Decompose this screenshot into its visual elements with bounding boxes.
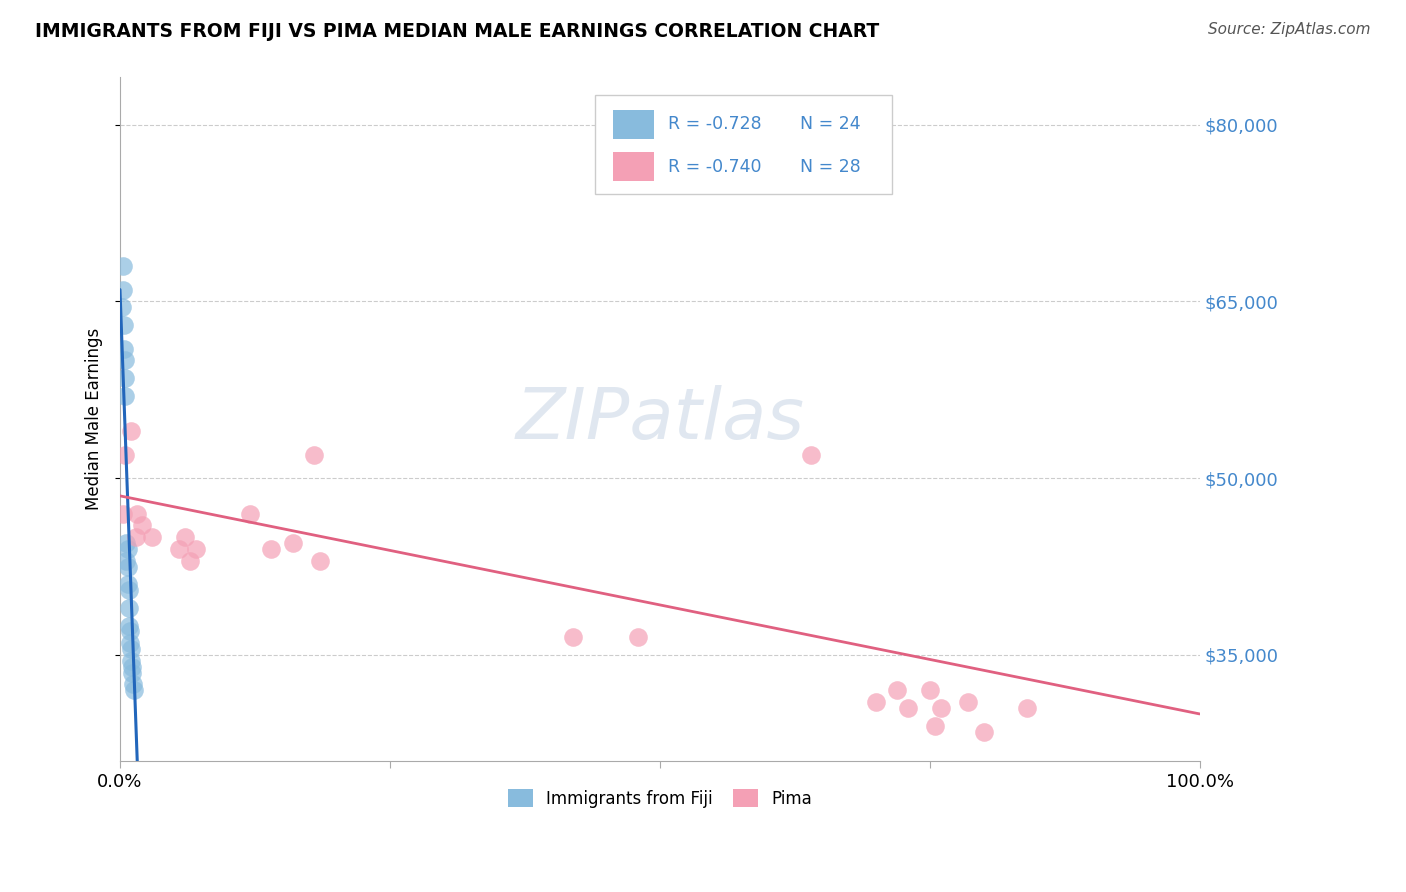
- Point: [562, 630, 585, 644]
- Text: IMMIGRANTS FROM FIJI VS PIMA MEDIAN MALE EARNINGS CORRELATION CHART: IMMIGRANTS FROM FIJI VS PIMA MEDIAN MALE…: [35, 22, 879, 41]
- Point: [924, 719, 946, 733]
- Point: [117, 583, 139, 598]
- Point: [117, 577, 139, 591]
- Text: ZIPatlas: ZIPatlas: [516, 384, 804, 454]
- Point: [897, 701, 920, 715]
- Point: [121, 665, 143, 680]
- Text: R = -0.740: R = -0.740: [668, 158, 762, 176]
- Point: [112, 259, 135, 273]
- Point: [956, 695, 979, 709]
- Point: [122, 677, 145, 691]
- Point: [121, 660, 143, 674]
- Point: [112, 342, 135, 356]
- Point: [260, 541, 283, 556]
- Point: [141, 530, 163, 544]
- Point: [238, 507, 260, 521]
- Point: [114, 353, 136, 368]
- Point: [117, 541, 139, 556]
- Point: [1015, 701, 1038, 715]
- Point: [120, 424, 142, 438]
- Point: [117, 559, 139, 574]
- Point: [125, 530, 148, 544]
- Text: N = 28: N = 28: [800, 158, 860, 176]
- Point: [114, 389, 136, 403]
- Point: [131, 518, 153, 533]
- Point: [308, 554, 330, 568]
- Point: [114, 371, 136, 385]
- Point: [114, 448, 136, 462]
- Point: [111, 300, 134, 314]
- Point: [118, 636, 141, 650]
- Point: [127, 507, 149, 521]
- Point: [627, 630, 650, 644]
- Text: R = -0.728: R = -0.728: [668, 115, 762, 133]
- Point: [929, 701, 952, 715]
- Point: [800, 448, 823, 462]
- Point: [122, 683, 145, 698]
- FancyBboxPatch shape: [613, 153, 654, 181]
- Point: [173, 530, 195, 544]
- FancyBboxPatch shape: [613, 110, 654, 138]
- Point: [115, 554, 138, 568]
- Y-axis label: Median Male Earnings: Median Male Earnings: [86, 328, 103, 510]
- Point: [918, 683, 941, 698]
- Point: [115, 536, 138, 550]
- Point: [169, 541, 191, 556]
- Point: [184, 541, 207, 556]
- Point: [112, 507, 135, 521]
- Point: [281, 536, 304, 550]
- FancyBboxPatch shape: [595, 95, 891, 194]
- Point: [865, 695, 887, 709]
- Point: [118, 624, 141, 639]
- Text: Source: ZipAtlas.com: Source: ZipAtlas.com: [1208, 22, 1371, 37]
- Point: [304, 448, 326, 462]
- Point: [179, 554, 201, 568]
- Point: [973, 724, 995, 739]
- Point: [886, 683, 908, 698]
- Legend: Immigrants from Fiji, Pima: Immigrants from Fiji, Pima: [501, 783, 818, 814]
- Point: [112, 318, 135, 332]
- Point: [112, 283, 135, 297]
- Point: [120, 642, 142, 657]
- Point: [117, 618, 139, 632]
- Point: [120, 654, 142, 668]
- Point: [117, 600, 139, 615]
- Text: N = 24: N = 24: [800, 115, 860, 133]
